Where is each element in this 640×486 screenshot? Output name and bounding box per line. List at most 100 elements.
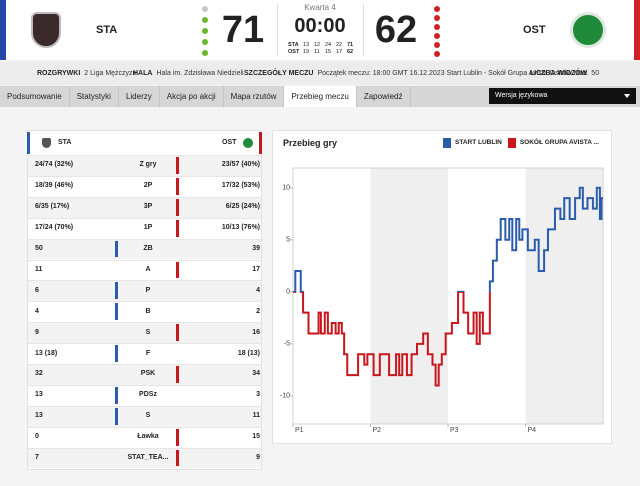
leader-bar [176,366,179,383]
legend-label: START LUBLIN [455,139,502,146]
y-tick-label: -5 [284,341,290,348]
home-bar [27,132,30,154]
home-value: 50 [35,245,43,253]
away-team: OST [523,24,546,36]
stat-label: PSK [140,370,156,378]
home-value: 6/35 (17%) [35,203,70,211]
timeout-dot [202,50,208,56]
stat-divider [28,384,261,386]
stat-label: S [145,328,151,336]
timeout-dot [202,28,208,34]
away-value: 6/25 (24%) [225,203,260,211]
period-total: 62 [346,49,354,55]
period-score: 11 [314,49,320,55]
leader-bar [115,386,118,404]
tab[interactable]: Mapa rzutów [224,86,285,107]
away-logo [243,138,253,148]
stat-row [28,175,261,197]
tab[interactable]: Podsumowanie [0,86,70,107]
language-select[interactable] [489,88,636,104]
stat-row [28,217,261,239]
stat-divider [28,301,261,303]
period-score: 13 [302,42,310,48]
stat-label: S [145,412,151,420]
x-tick-label: P2 [373,427,382,434]
stat-divider [28,364,261,365]
leader-bar [115,282,118,300]
stat-label: 3P [143,203,153,211]
stat-label: Ławka [137,433,159,441]
stat-label: PDSz [139,391,157,399]
stat-label: F [145,349,151,357]
home-value: 7 [35,454,39,462]
clock: 00:00 [294,15,346,37]
stat-label: 1P [143,224,153,232]
home-name: STA [58,139,72,146]
language-label: Wersja językowa [495,92,548,99]
home-value: 0 [35,433,39,441]
leader-bar [176,449,179,467]
scoreboard [0,0,640,60]
stat-label: B [145,307,151,315]
stat-divider [28,322,261,324]
leader-bar [115,407,118,425]
stat-row [28,280,261,302]
home-value: 17/24 (70%) [35,224,74,232]
info-value: 2 Liga Mężczyzn [84,70,137,77]
dropdown-arrow [624,94,630,98]
divider [277,4,278,56]
away-value: 15 [252,433,260,441]
stat-label: Z gry [139,161,157,169]
x-tick-label: P1 [295,427,304,434]
period-score: 12 [313,42,321,48]
away-value: 17/32 (53%) [221,182,260,190]
foul-dot [434,24,440,30]
divider [363,4,364,56]
y-tick-label: 10 [282,185,290,192]
away-value: 17 [252,265,260,273]
away-score: 62 [374,9,418,51]
info-value: Hala im. Zdzisława Niedzieli [156,70,244,77]
stat-divider [28,447,261,449]
tab[interactable]: Przebieg meczu [284,86,357,107]
stat-divider [28,259,261,261]
away-value: 4 [256,286,260,294]
foul-dot [434,33,440,39]
leader-bar [176,324,179,342]
info-bar [0,62,640,85]
tab[interactable]: Liderzy [119,86,160,107]
home-value: 24/74 (32%) [35,161,74,169]
y-tick-label: 5 [286,237,290,244]
stat-label: 2P [143,182,153,190]
margin-line [293,186,603,387]
leader-bar [115,240,118,258]
foul-dot [434,42,440,48]
stat-row [28,384,261,406]
leader-bar [176,261,179,279]
stat-divider [28,280,261,282]
tab[interactable]: Zapowiedź [357,86,411,107]
leader-bar [115,345,118,362]
foul-dot [434,15,440,21]
stat-row [28,447,261,469]
home-value: 11 [35,265,43,273]
period: Kwarta 4 [304,3,336,12]
tab[interactable]: Statystyki [70,86,119,107]
away-value: 10/13 (76%) [221,224,260,232]
x-tick-label: P3 [450,427,459,434]
stat-row [28,343,261,364]
info-label: LICZBA WIDZÓW [530,70,588,77]
away-value: 16 [252,328,260,336]
x-tick-label: P4 [528,427,537,434]
y-tick-label: 0 [286,289,290,296]
legend-swatch [507,138,516,148]
stat-divider [28,217,261,219]
period-score: 17 [335,49,343,55]
tab[interactable]: Akcja po akcji [160,86,224,107]
home-value: 9 [35,328,39,336]
home-team: STA [96,24,118,36]
stat-label: A [145,265,151,273]
away-value: 2 [256,307,260,315]
